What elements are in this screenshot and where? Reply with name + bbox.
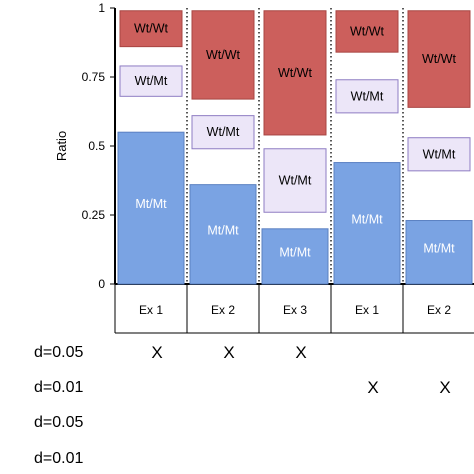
threshold-mark: X: [295, 343, 307, 362]
wtmt-label: Wt/Mt: [351, 89, 384, 103]
y-tick-label: 0.75: [82, 70, 106, 84]
wtmt-label: Wt/Mt: [135, 74, 168, 88]
wtmt-label: Wt/Mt: [423, 147, 456, 161]
mtmt-bar: [333, 162, 401, 285]
mtmt-label: Mt/Mt: [279, 245, 311, 259]
threshold-mark: X: [367, 378, 379, 397]
category-label: Ex 1: [355, 303, 379, 317]
wtmt-label: Wt/Mt: [207, 125, 240, 139]
threshold-mark: X: [439, 378, 451, 397]
mtmt-bar: [261, 228, 329, 285]
wtmt-bar: [191, 115, 255, 150]
wtmt-bar: [119, 65, 183, 97]
wtwt-label: Wt/Wt: [206, 48, 241, 62]
category-label: Ex 2: [211, 303, 235, 317]
mtmt-label: Mt/Mt: [207, 223, 239, 237]
threshold-row-label: d=0.01: [34, 450, 84, 467]
y-axis: 0 0.25 0.5 0.75 1: [82, 1, 116, 291]
y-tick-label: 0: [98, 277, 105, 291]
wtwt-bar: [191, 10, 255, 100]
wtwt-label: Wt/Wt: [134, 22, 169, 36]
category-label: Ex 3: [283, 303, 307, 317]
mtmt-label: Mt/Mt: [135, 197, 167, 211]
wtwt-bar: [407, 10, 471, 108]
threshold-mark: X: [151, 343, 163, 362]
wtwt-label: Wt/Wt: [422, 52, 457, 66]
mtmt-bar: [117, 131, 185, 285]
mtmt-bar: [405, 220, 473, 285]
category-label: Ex 2: [427, 303, 451, 317]
wtmt-label: Wt/Mt: [279, 174, 312, 188]
mtmt-bar: [189, 184, 257, 285]
wtwt-label: Wt/Wt: [350, 24, 385, 38]
wtmt-bar: [335, 79, 399, 114]
wtwt-bar: [263, 10, 327, 136]
mtmt-label: Mt/Mt: [351, 212, 383, 226]
y-axis-label: Ratio: [54, 131, 69, 161]
wtwt-label: Wt/Wt: [278, 66, 313, 80]
wtwt-bar: [119, 10, 183, 48]
threshold-row-label: d=0.01: [34, 379, 84, 396]
y-tick-label: 0.5: [88, 139, 105, 153]
wtwt-bar: [335, 10, 399, 53]
mtmt-label: Mt/Mt: [423, 241, 455, 255]
threshold-row-label: d=0.05: [34, 344, 84, 361]
y-tick-label: 1: [98, 1, 105, 15]
category-label: Ex 1: [139, 303, 163, 317]
threshold-row-label: d=0.05: [34, 414, 84, 431]
plot-area: Mt/Mt Wt/Mt Wt/Wt Mt/Mt Wt/Mt Wt/Wt Mt/Mt Wt/Mt…: [115, 8, 474, 285]
y-tick-label: 0.25: [82, 208, 106, 222]
category-axis: Ex 1 Ex 2 Ex 3 Ex 1 Ex 2: [114, 284, 474, 334]
wtmt-bar: [407, 137, 471, 172]
wtmt-bar: [263, 148, 327, 213]
threshold-mark: X: [223, 343, 235, 362]
